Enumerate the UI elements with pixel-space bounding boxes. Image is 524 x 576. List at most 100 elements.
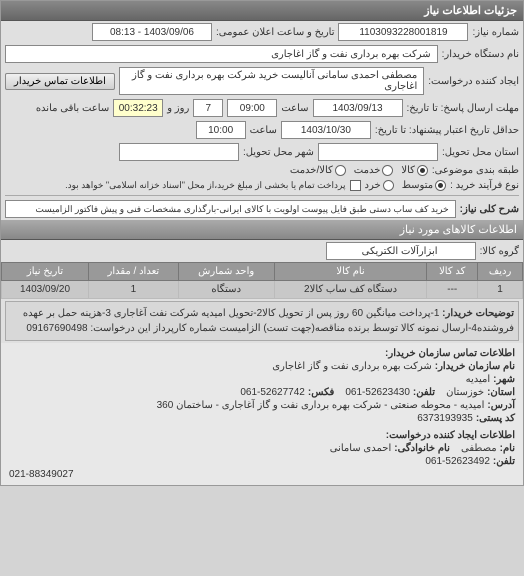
label-buyer-desc: توضیحات خریدار: bbox=[442, 308, 514, 319]
label-province: استان محل تحویل: bbox=[442, 147, 519, 158]
col-date: تاریخ نیاز bbox=[2, 263, 89, 281]
row-org: نام دستگاه خریدار: شرکت بهره برداری نفت … bbox=[1, 43, 523, 65]
radio-icon bbox=[335, 165, 346, 176]
value-contact-prov: خوزستان bbox=[446, 387, 484, 398]
radio-item-goods[interactable]: کالا bbox=[401, 165, 428, 176]
contact-info-button[interactable]: اطلاعات تماس خریدار bbox=[5, 73, 115, 90]
value-creator: مصطفی احمدی سامانی آنالیست خرید شرکت بهر… bbox=[119, 67, 424, 95]
label-contact-org: نام سازمان خریدار: bbox=[435, 361, 515, 372]
label-category: طبقه بندی موضوعی: bbox=[432, 165, 519, 176]
label-city: شهر محل تحویل: bbox=[243, 147, 314, 158]
value-contact-tel: 061-52623430 bbox=[345, 387, 410, 398]
value-contact-fax: 061-52627742 bbox=[240, 387, 305, 398]
value-remain: 00:32:23 bbox=[113, 99, 163, 117]
label-creator: ایجاد کننده درخواست: bbox=[428, 76, 519, 87]
contact-org-row: نام سازمان خریدار: شرکت بهره برداری نفت … bbox=[5, 360, 519, 373]
contact-addr-row: آدرس: امیدیه - محوطه صنعتی - شرکت بهره ب… bbox=[5, 399, 519, 412]
value-credit-date: 1403/10/30 bbox=[281, 121, 371, 139]
radio-item-both[interactable]: کالا/خدمت bbox=[290, 165, 346, 176]
row-location: استان محل تحویل: شهر محل تحویل: bbox=[1, 141, 523, 163]
value-contact-city: امیدیه bbox=[466, 374, 491, 385]
label-contact-zip: کد پستی: bbox=[476, 413, 515, 424]
separator bbox=[5, 195, 519, 196]
checkbox-treasury[interactable] bbox=[350, 180, 361, 191]
radio-group-process: متوسط خرد bbox=[365, 180, 447, 191]
radio-item-service[interactable]: خدمت bbox=[354, 165, 394, 176]
label-contact-city: شهر: bbox=[493, 374, 515, 385]
contact-header: اطلاعات تماس سازمان خریدار: bbox=[5, 347, 519, 360]
section-header-items: اطلاعات کالاهای مورد نیاز bbox=[1, 220, 523, 240]
label-process: نوع فرآیند خرید : bbox=[450, 180, 519, 191]
label-num: شماره نیاز: bbox=[472, 27, 519, 38]
requester-tel-row: تلفن: 061-52623492 bbox=[5, 455, 519, 468]
value-contact-org: شرکت بهره برداری نفت و گاز اغاجاری bbox=[272, 361, 432, 372]
radio-item-small[interactable]: خرد bbox=[365, 180, 394, 191]
label-req-name: نام: bbox=[500, 443, 515, 454]
radio-label: متوسط bbox=[402, 180, 433, 191]
value-credit-time: 10:00 bbox=[196, 121, 246, 139]
value-deadline-time: 09:00 bbox=[227, 99, 277, 117]
col-row: ردیف bbox=[478, 263, 523, 281]
value-deadline-date: 1403/09/13 bbox=[313, 99, 403, 117]
radio-label: کالا/خدمت bbox=[290, 165, 333, 176]
value-org: شرکت بهره برداری نفت و گاز اغاجاری bbox=[5, 45, 438, 63]
col-qty: تعداد / مقدار bbox=[89, 263, 179, 281]
requester-name-row: نام: مصطفی نام خانوادگی: احمدی سامانی bbox=[5, 442, 519, 455]
label-org: نام دستگاه خریدار: bbox=[442, 49, 519, 60]
label-contact-prov: استان: bbox=[487, 387, 515, 398]
radio-group-category: کالا خدمت کالا/خدمت bbox=[290, 165, 428, 176]
label-contact-fax: فکس: bbox=[308, 387, 334, 398]
value-province bbox=[318, 143, 438, 161]
label-pubdate: تاریخ و ساعت اعلان عمومی: bbox=[216, 27, 335, 38]
row-description: شرح کلی نیاز: خرید کف ساب دستی طبق فایل … bbox=[1, 198, 523, 220]
contact-section: اطلاعات تماس سازمان خریدار: نام سازمان خ… bbox=[1, 343, 523, 485]
value-req-name: مصطفی bbox=[461, 443, 497, 454]
value-contact-addr: امیدیه - محوطه صنعتی - شرکت بهره برداری … bbox=[157, 400, 485, 411]
value-city bbox=[119, 143, 239, 161]
value-desc: خرید کف ساب دستی طبق فایل پیوست اولویت ب… bbox=[5, 200, 456, 218]
label-desc: شرح کلی نیاز: bbox=[460, 204, 519, 215]
section-header-main: جزئیات اطلاعات نیاز bbox=[1, 1, 523, 21]
value-days: 7 bbox=[193, 99, 223, 117]
value-num: 1103093228001819 bbox=[338, 23, 468, 41]
requester-header: اطلاعات ایجاد کننده درخواست: bbox=[5, 429, 519, 442]
items-table: ردیف کد کالا نام کالا واحد شمارش تعداد /… bbox=[1, 262, 523, 299]
value-req-fax: 021-88349027 bbox=[9, 469, 74, 480]
label-group: گروه کالا: bbox=[480, 246, 519, 257]
requester-fax-row: 021-88349027 bbox=[5, 468, 519, 481]
radio-icon bbox=[383, 180, 394, 191]
col-code: کد کالا bbox=[427, 263, 478, 281]
contact-city-row: شهر: امیدیه bbox=[5, 373, 519, 386]
cell-code: --- bbox=[427, 281, 478, 299]
value-group: ابزارآلات الکتریکی bbox=[326, 242, 476, 260]
radio-icon bbox=[435, 180, 446, 191]
label-time2: ساعت bbox=[250, 125, 277, 136]
cell-qty: 1 bbox=[89, 281, 179, 299]
radio-icon bbox=[382, 165, 393, 176]
row-deadline: مهلت ارسال پاسخ: تا تاریخ: 1403/09/13 سا… bbox=[1, 97, 523, 119]
radio-label: خرد bbox=[365, 180, 381, 191]
radio-label: خدمت bbox=[354, 165, 381, 176]
buyer-description-box: توضیحات خریدار: 1-پرداخت میانگین 60 روز … bbox=[5, 301, 519, 341]
value-pubdate: 1403/09/06 - 08:13 bbox=[92, 23, 212, 41]
table-header-row: ردیف کد کالا نام کالا واحد شمارش تعداد /… bbox=[2, 263, 523, 281]
radio-label: کالا bbox=[401, 165, 415, 176]
contact-zip-row: کد پستی: 6373193935 bbox=[5, 412, 519, 425]
radio-icon bbox=[417, 165, 428, 176]
label-treasury: پرداخت تمام یا بخشی از مبلغ خرید،از محل … bbox=[65, 180, 345, 191]
label-days: روز و bbox=[167, 103, 189, 114]
row-creator: ایجاد کننده درخواست: مصطفی احمدی سامانی … bbox=[1, 65, 523, 97]
row-credit: حداقل تاریخ اعتبار پیشنهاد: تا تاریخ: 14… bbox=[1, 119, 523, 141]
value-req-lname: احمدی سامانی bbox=[330, 443, 392, 454]
row-process: نوع فرآیند خرید : متوسط خرد پرداخت تمام … bbox=[1, 178, 523, 193]
value-contact-zip: 6373193935 bbox=[417, 413, 473, 424]
radio-item-medium[interactable]: متوسط bbox=[402, 180, 446, 191]
contact-prov-row: استان: خوزستان تلفن: 061-52623430 فکس: 0… bbox=[5, 386, 519, 399]
cell-name: دستگاه کف ساب کالا2 bbox=[274, 281, 427, 299]
label-credit: حداقل تاریخ اعتبار پیشنهاد: تا تاریخ: bbox=[375, 125, 519, 136]
text-buyer-desc: 1-پرداخت میانگین 60 روز پس از تحویل کالا… bbox=[23, 308, 514, 334]
col-unit: واحد شمارش bbox=[178, 263, 274, 281]
label-contact-addr: آدرس: bbox=[487, 400, 515, 411]
cell-row: 1 bbox=[478, 281, 523, 299]
row-category: طبقه بندی موضوعی: کالا خدمت کالا/خدمت bbox=[1, 163, 523, 178]
